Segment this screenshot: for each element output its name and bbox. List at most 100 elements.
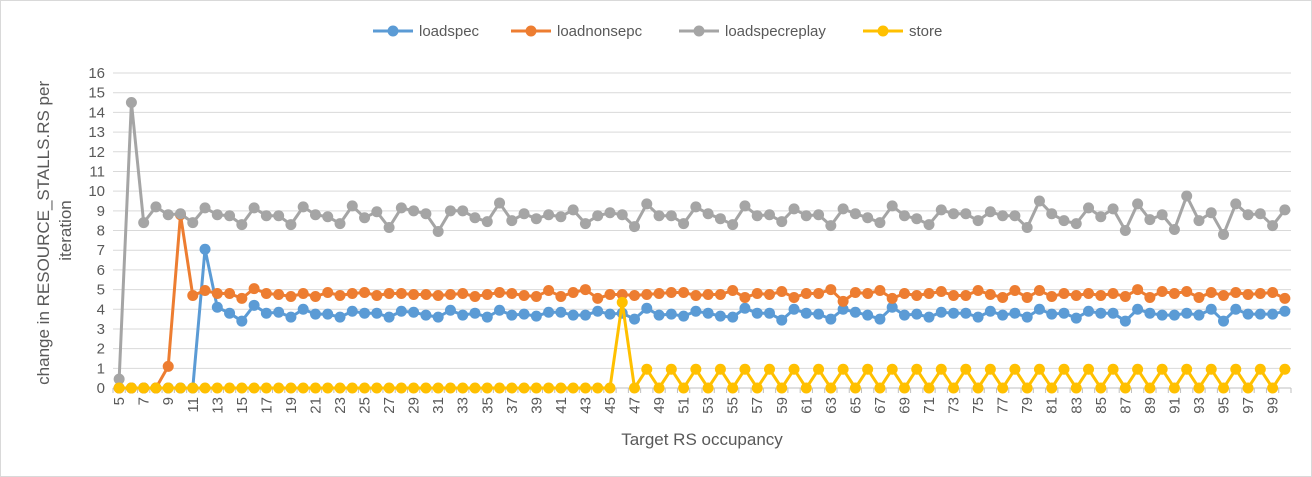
data-point-loadspec xyxy=(530,310,542,322)
data-point-store xyxy=(788,363,800,375)
x-tick-label: 59 xyxy=(774,397,791,414)
data-point-store xyxy=(579,382,591,394)
data-point-loadspec xyxy=(518,308,530,320)
data-point-loadnonsepc xyxy=(702,288,714,300)
data-point-loadnonsepc xyxy=(1119,290,1131,302)
data-point-loadspec xyxy=(776,314,788,326)
data-point-loadnonsepc xyxy=(187,289,199,301)
data-point-loadspecreplay xyxy=(592,210,604,222)
x-tick-label: 83 xyxy=(1068,397,1085,414)
data-point-loadspecreplay xyxy=(1218,228,1230,240)
x-tick-label: 93 xyxy=(1191,397,1208,414)
data-point-loadspecreplay xyxy=(260,210,272,222)
data-point-loadspec xyxy=(1119,315,1131,327)
data-point-loadnonsepc xyxy=(567,287,579,299)
data-point-loadspecreplay xyxy=(751,210,763,222)
data-point-loadspecreplay xyxy=(530,213,542,225)
data-point-loadnonsepc xyxy=(224,288,236,299)
data-point-store xyxy=(199,382,211,394)
x-tick-label: 87 xyxy=(1117,397,1134,414)
data-point-loadnonsepc xyxy=(285,290,297,302)
data-point-loadspec xyxy=(408,306,420,318)
data-point-loadspecreplay xyxy=(898,210,910,222)
x-tick-label: 89 xyxy=(1142,397,1159,414)
data-point-store xyxy=(273,382,285,394)
data-point-loadnonsepc xyxy=(690,289,702,301)
data-point-store xyxy=(285,382,297,394)
series-store xyxy=(113,296,1291,394)
data-point-loadspec xyxy=(1156,309,1168,321)
data-point-loadnonsepc xyxy=(260,288,272,299)
legend-label: loadnonsepc xyxy=(557,23,643,40)
data-point-store xyxy=(494,382,506,394)
data-point-loadspec xyxy=(359,307,371,319)
data-point-loadnonsepc xyxy=(800,288,812,299)
data-point-loadnonsepc xyxy=(1107,288,1119,299)
data-point-loadspec xyxy=(273,306,285,318)
data-point-loadspecreplay xyxy=(653,210,665,222)
data-point-loadspec xyxy=(579,309,591,321)
data-point-loadspecreplay xyxy=(849,208,861,220)
data-point-loadspec xyxy=(1107,307,1119,319)
legend-item-loadspecreplay: loadspecreplay xyxy=(679,23,826,40)
data-point-loadspecreplay xyxy=(309,209,321,221)
data-point-loadnonsepc xyxy=(1058,288,1070,299)
data-point-store xyxy=(800,382,812,394)
data-point-store xyxy=(334,382,346,394)
data-point-loadnonsepc xyxy=(862,288,874,299)
legend-item-loadspec: loadspec xyxy=(373,23,480,40)
data-point-loadspec xyxy=(714,310,726,322)
y-tick-label: 1 xyxy=(97,360,105,377)
data-point-store xyxy=(702,382,714,394)
data-point-loadspec xyxy=(432,311,444,323)
y-tick-label: 14 xyxy=(88,104,105,121)
x-tick-label: 35 xyxy=(479,397,496,414)
data-point-loadspec xyxy=(1267,308,1279,320)
data-point-store xyxy=(371,382,383,394)
data-point-loadspecreplay xyxy=(1033,195,1045,207)
data-point-loadspecreplay xyxy=(248,202,260,214)
data-point-loadnonsepc xyxy=(322,287,334,299)
data-point-loadnonsepc xyxy=(972,285,984,297)
data-point-loadspec xyxy=(494,304,506,316)
data-point-loadspec xyxy=(1070,312,1082,324)
data-point-loadspec xyxy=(457,309,469,321)
data-point-loadspec xyxy=(309,308,321,320)
data-point-loadspecreplay xyxy=(1168,224,1180,236)
data-point-loadspecreplay xyxy=(862,212,874,224)
legend-item-store: store xyxy=(863,23,942,40)
y-tick-label: 12 xyxy=(88,144,105,161)
data-point-loadnonsepc xyxy=(371,289,383,301)
data-point-loadnonsepc xyxy=(555,290,567,302)
data-point-loadspecreplay xyxy=(395,202,407,214)
data-point-loadspecreplay xyxy=(236,219,248,231)
data-point-store xyxy=(1009,363,1021,375)
data-point-loadnonsepc xyxy=(383,288,395,299)
data-point-store xyxy=(1230,363,1242,375)
data-point-loadspecreplay xyxy=(432,225,444,237)
data-point-loadnonsepc xyxy=(420,288,432,300)
data-point-store xyxy=(309,382,321,394)
data-point-loadspecreplay xyxy=(199,202,211,214)
data-point-store xyxy=(837,363,849,375)
data-point-store xyxy=(1242,382,1254,394)
data-point-loadnonsepc xyxy=(506,288,518,299)
data-point-loadspecreplay xyxy=(457,205,469,217)
data-point-loadspec xyxy=(960,307,972,319)
data-point-loadspecreplay xyxy=(408,205,420,217)
data-point-loadspec xyxy=(800,307,812,319)
data-point-loadspec xyxy=(224,307,236,319)
x-tick-label: 55 xyxy=(725,397,742,414)
data-point-loadspecreplay xyxy=(1144,214,1156,226)
data-point-store xyxy=(408,382,420,394)
data-point-loadnonsepc xyxy=(1132,284,1144,296)
data-point-loadspecreplay xyxy=(702,208,714,220)
data-point-store xyxy=(862,363,874,375)
data-point-store xyxy=(886,363,898,375)
x-tick-label: 27 xyxy=(381,397,398,414)
data-point-loadspecreplay xyxy=(813,209,825,221)
data-point-loadnonsepc xyxy=(886,292,898,304)
data-point-store xyxy=(763,363,775,375)
x-tick-label: 53 xyxy=(700,397,717,414)
